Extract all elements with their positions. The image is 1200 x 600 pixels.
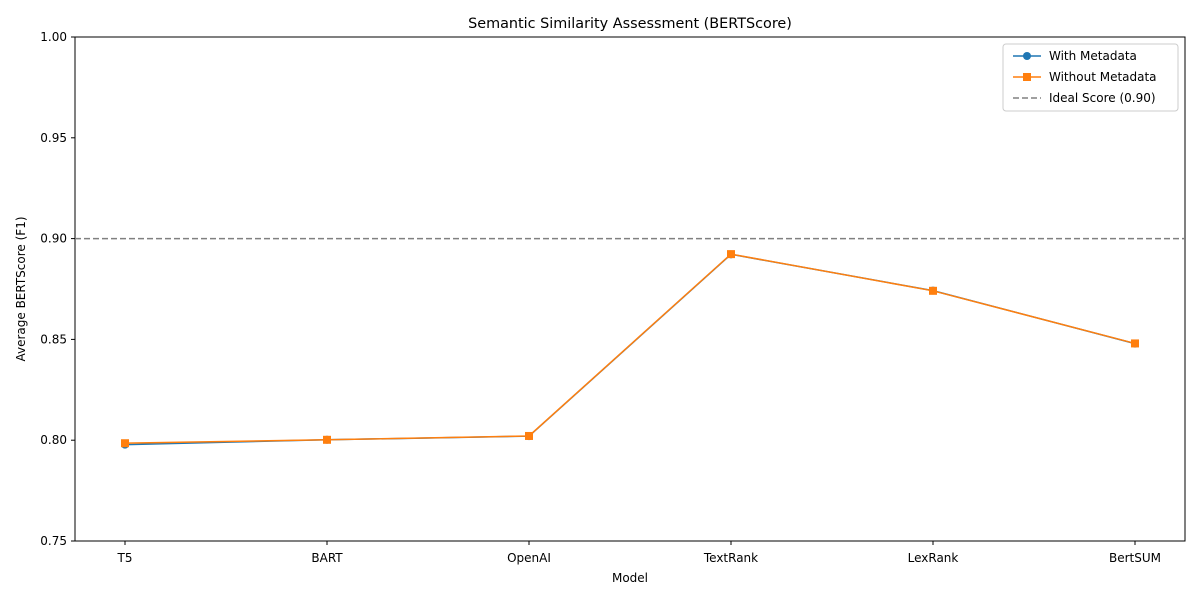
chart-title: Semantic Similarity Assessment (BERTScor…	[468, 16, 792, 32]
y-tick-label: 0.90	[40, 232, 67, 246]
legend-label: Without Metadata	[1049, 70, 1157, 84]
plot-area	[74, 36, 1186, 542]
x-tick-label: TextRank	[703, 551, 758, 565]
legend-label: With Metadata	[1049, 49, 1137, 63]
x-tick-label: OpenAI	[507, 551, 551, 565]
data-point	[929, 286, 937, 295]
x-tick-label: T5	[117, 551, 133, 565]
y-tick-label: 0.80	[40, 433, 67, 447]
x-axis-title: Model	[612, 571, 648, 585]
legend-box	[1002, 43, 1179, 112]
y-axis-title: Average BERTScore (F1)	[14, 216, 28, 361]
data-point	[323, 435, 331, 444]
x-tick-label: BertSUM	[1109, 551, 1161, 565]
x-tick-label: BART	[311, 551, 343, 565]
data-point	[727, 250, 735, 259]
legend-marker	[1023, 73, 1031, 81]
data-point	[525, 431, 533, 440]
plot-frame	[74, 36, 1186, 542]
y-axis: 0.75 0.80 0.85 0.90 0.95 1.00	[40, 30, 75, 548]
data-point	[1131, 339, 1139, 348]
legend: With Metadata Without Metadata Ideal Score…	[1002, 43, 1179, 112]
legend-marker	[1023, 52, 1031, 60]
y-tick-label: 0.75	[40, 534, 67, 548]
series-line-without-metadata	[124, 253, 1136, 444]
series-line-with-metadata	[124, 253, 1136, 446]
x-tick-label: LexRank	[908, 551, 959, 565]
x-axis: T5 BART OpenAI TextRank LexRank BertSUM	[117, 541, 1161, 565]
legend-label: Ideal Score (0.90)	[1049, 91, 1156, 105]
y-tick-label: 1.00	[40, 30, 67, 44]
data-point	[121, 439, 129, 448]
y-tick-label: 0.85	[40, 332, 67, 346]
y-tick-label: 0.95	[40, 131, 67, 145]
